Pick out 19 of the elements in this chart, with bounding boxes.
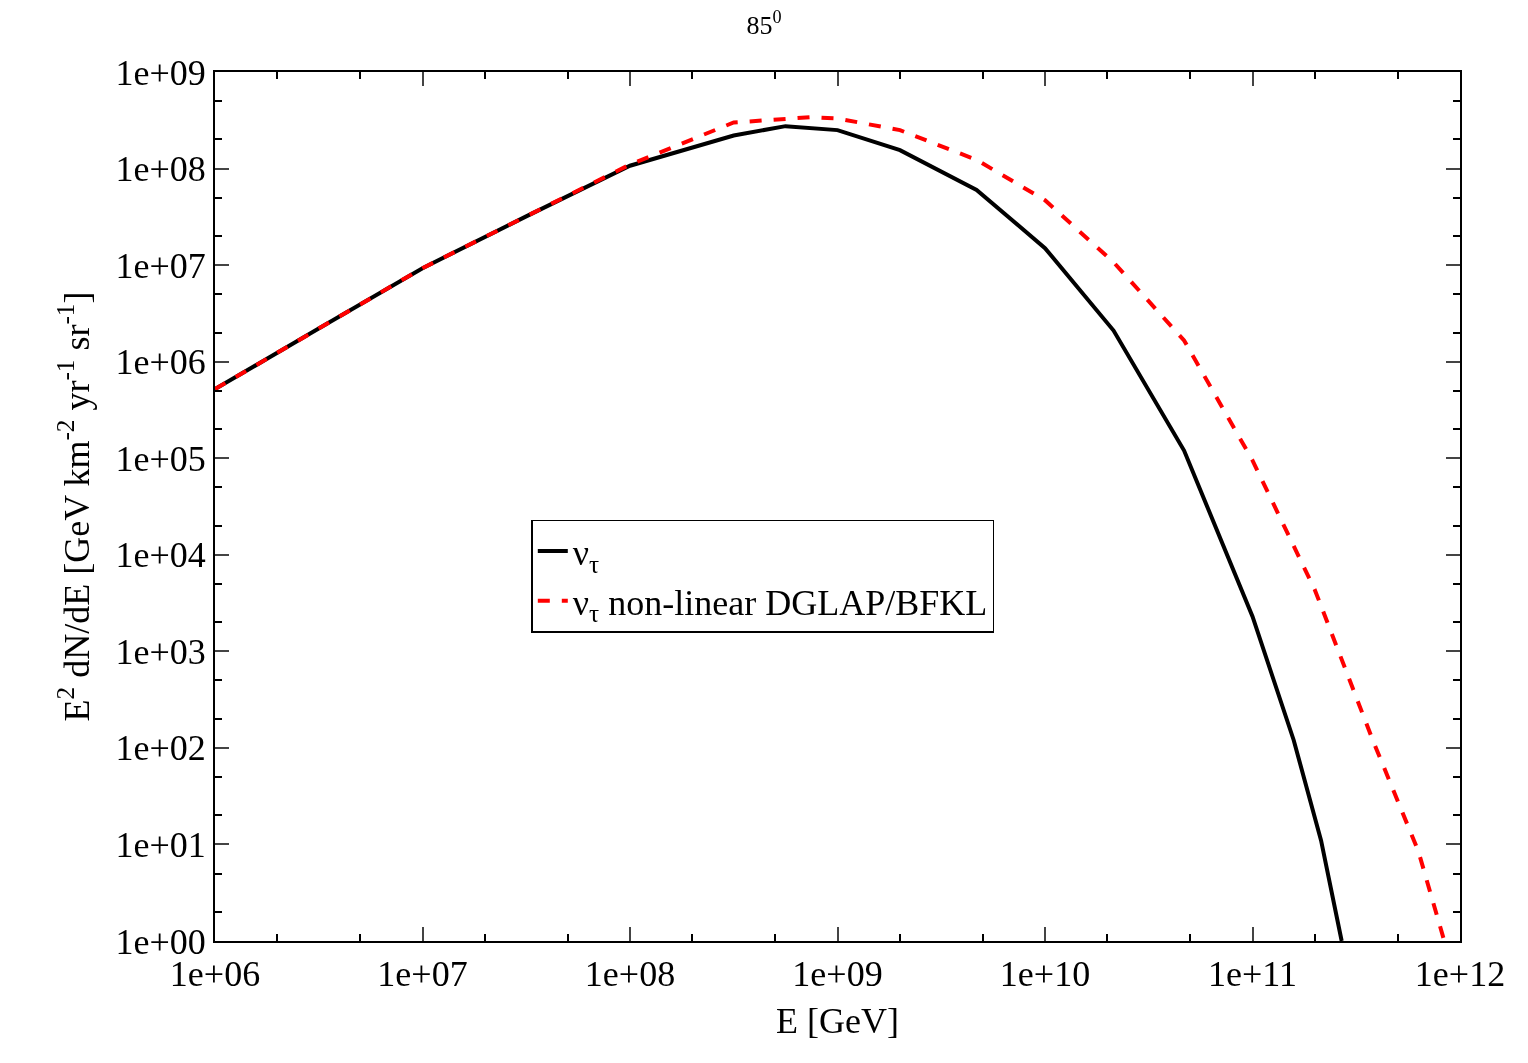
x-tick-label: 1e+09: [792, 954, 883, 995]
x-tick-label: 1e+11: [1208, 954, 1297, 995]
y-tick-label: 1e+08: [115, 149, 206, 190]
y-tick-label: 1e+07: [115, 245, 206, 286]
y-tick-label: 1e+01: [115, 825, 206, 866]
x-tick-label: 1e+12: [1414, 954, 1506, 995]
y-tick-label: 1e+06: [115, 342, 206, 383]
chart-title: 85$^{0}$: [746, 7, 782, 41]
y-tick-label: 1e+02: [115, 728, 206, 769]
x-tick-label: 1e+07: [377, 954, 468, 995]
y-tick-label: 1e+03: [115, 631, 206, 672]
x-tick-label: 1e+08: [584, 954, 676, 995]
y-tick-label: 1e+09: [115, 52, 206, 93]
y-tick-label: 1e+04: [115, 535, 206, 576]
legend-label: ν$_{τ}$: [572, 532, 600, 578]
legend-label: ν$_{τ}$ non-linear DGLAP/BFKL: [572, 582, 988, 628]
y-tick-label: 1e+05: [115, 438, 206, 479]
x-axis-title: E [GeV]: [776, 1001, 899, 1042]
x-tick-label: 1e+10: [999, 954, 1091, 995]
